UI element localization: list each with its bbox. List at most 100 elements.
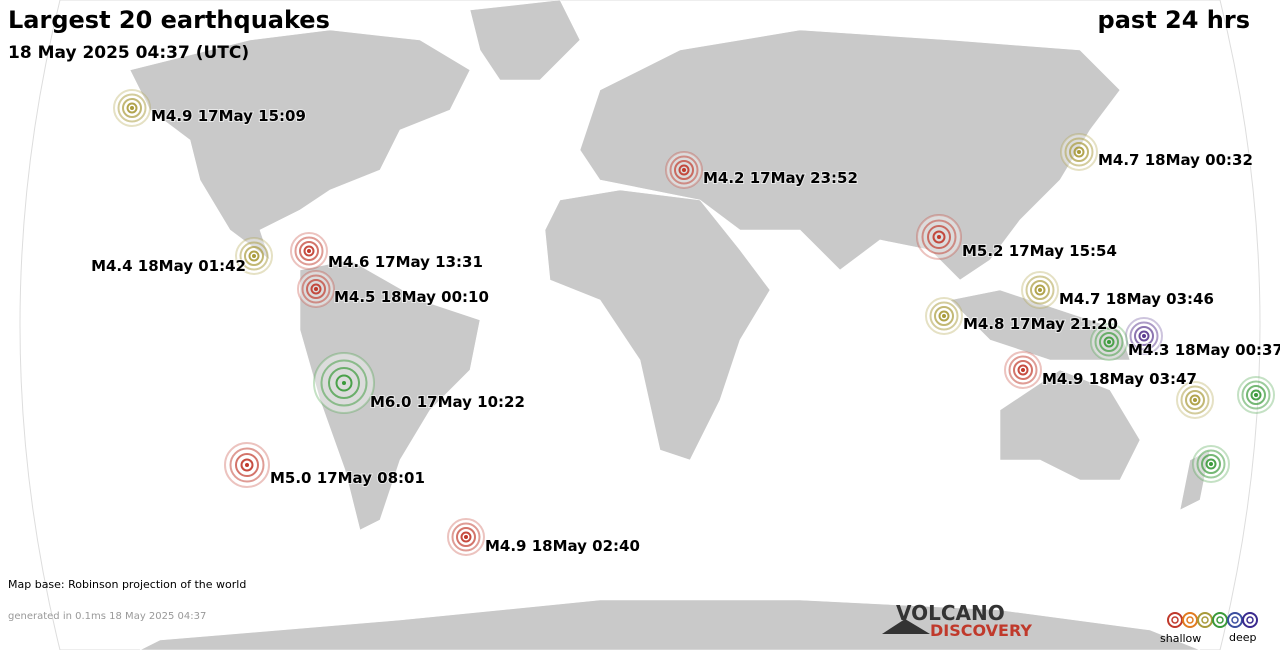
legend-ring [1242,612,1258,628]
quake-marker[interactable] [916,214,962,260]
africa [544,189,771,461]
quake-ring [239,241,269,271]
quake-markers [113,89,1275,556]
logo-line1: VOLCANO [896,601,1005,625]
legend-ring-inner [1216,616,1224,624]
quake-marker[interactable] [113,89,151,127]
quake-ring [1205,458,1217,470]
quake-center [1209,462,1213,466]
period: past 24 hrs [1098,6,1250,34]
legend-ring [1227,612,1243,628]
quake-marker[interactable] [1176,381,1214,419]
quake-ring [1030,280,1050,300]
antarctica [139,599,1201,650]
quake-ring [1189,394,1201,406]
quake-ring [1129,321,1159,351]
quake-ring [122,98,142,118]
quake-marker[interactable] [224,442,270,488]
quake-ring [1196,449,1226,479]
quake-label: M4.7 18May 03:46 [1059,290,1214,308]
quake-ring [1185,390,1205,410]
legend-deep: deep [1229,631,1257,644]
quake-center [937,235,941,239]
quake-label: M4.8 17May 21:20 [963,315,1118,333]
quake-ring [932,230,946,244]
quake-marker[interactable] [297,270,335,308]
quake-label: M4.6 17May 13:31 [328,253,483,271]
eurasia [579,29,1121,281]
quake-center [1107,340,1111,344]
legend-ring-inner [1201,616,1209,624]
quake-center [342,381,346,385]
legend-ring-inner [1231,616,1239,624]
quake-ring [301,274,331,304]
quake-ring [1069,142,1089,162]
quake-label: M4.7 18May 00:32 [1098,151,1253,169]
quake-ring [1241,380,1271,410]
quake-center [1077,150,1081,154]
quake-ring [229,447,265,483]
quake-ring [1064,137,1094,167]
quake-center [307,249,311,253]
quake-ring [1008,355,1038,385]
quake-center [682,168,686,172]
quake-ring [328,367,360,399]
quake-marker[interactable] [313,352,375,414]
quake-ring [1017,364,1029,376]
quake-marker[interactable] [1125,317,1163,355]
quake-center [130,106,134,110]
quake-marker[interactable] [1192,445,1230,483]
quake-marker[interactable] [290,232,328,270]
quake-ring [244,246,264,266]
quake-ring [1073,146,1085,158]
quake-ring [669,155,699,185]
quake-ring [927,225,951,249]
quake-center [1038,288,1042,292]
quake-marker[interactable] [1060,133,1098,171]
quake-ring [117,93,147,123]
quake-ring [335,374,353,392]
south-america [299,259,481,531]
quake-marker[interactable] [665,151,703,189]
quake-ring [310,283,322,295]
quake-label: M4.9 18May 02:40 [485,537,640,555]
legend-ring-inner [1186,616,1194,624]
quake-ring [929,301,959,331]
quake-ring [1201,454,1221,474]
quake-ring [1134,326,1154,346]
logo-line2: DISCOVERY [930,621,1032,640]
quake-label: M4.5 18May 00:10 [334,288,489,306]
quake-labels: M4.9 17May 15:09 M4.2 17May 23:52 M4.7 18M… [90,106,1280,556]
quake-label: M4.2 17May 23:52 [703,169,858,187]
north-america [129,29,471,261]
quake-marker[interactable] [925,297,963,335]
quake-center [942,314,946,318]
timestamp: 18 May 2025 04:37 (UTC) [8,43,249,63]
quake-ring [934,306,954,326]
quake-marker[interactable] [1090,323,1128,361]
quake-ring [126,102,138,114]
quake-label: M5.0 17May 08:01 [270,469,425,487]
quake-ring [1013,360,1033,380]
generated: generated in 0.1ms 18 May 2025 04:37 [8,611,206,622]
indonesia [949,289,1131,361]
legend-ring-inner [1171,616,1179,624]
quake-marker[interactable] [1237,376,1275,414]
quake-marker[interactable] [235,237,273,275]
quake-marker[interactable] [1021,271,1059,309]
legend-ring-inner [1246,616,1254,624]
land [129,0,1211,650]
quake-ring [674,160,694,180]
quake-label: M4.9 18May 03:47 [1042,370,1197,388]
quake-ring [1246,385,1266,405]
quake-marker[interactable] [447,518,485,556]
quake-ring [303,245,315,257]
quake-label: M4.4 18May 01:42 [91,257,246,275]
quake-center [1142,334,1146,338]
quake-ring [921,219,957,255]
quake-center [464,535,468,539]
quake-marker[interactable] [1004,351,1042,389]
greenland [469,0,581,81]
quake-center [1193,398,1197,402]
quake-ring [1180,385,1210,415]
